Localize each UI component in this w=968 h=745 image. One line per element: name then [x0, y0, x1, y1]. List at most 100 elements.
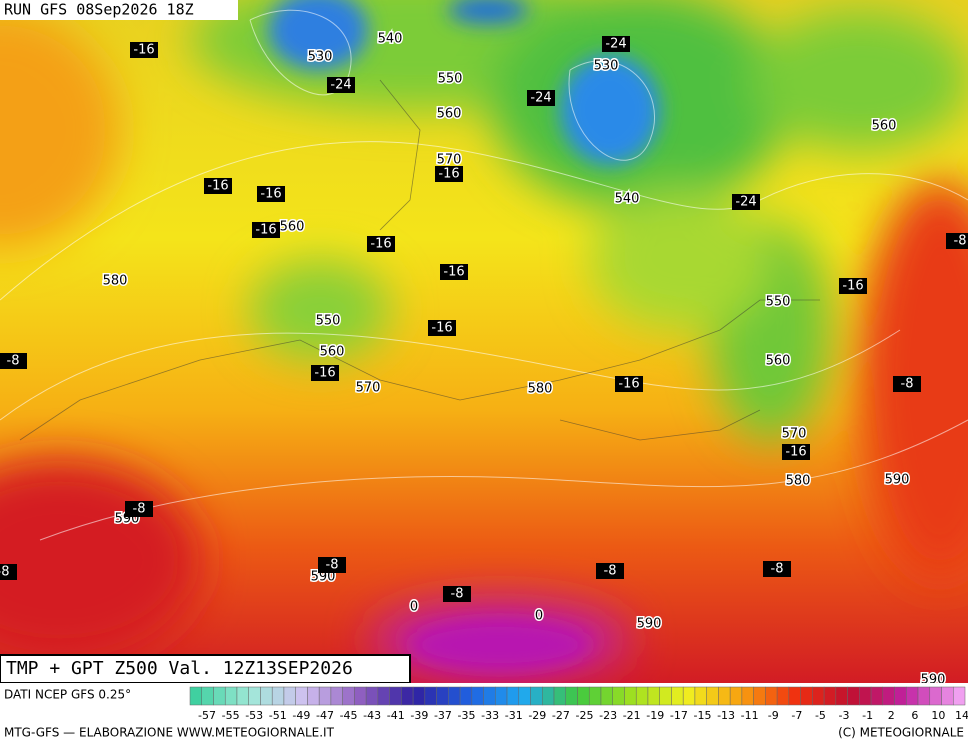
run-label: RUN GFS 08Sep2026 18Z	[4, 1, 194, 19]
scale-swatch	[459, 686, 473, 706]
geopotential-label: 560	[320, 345, 345, 360]
temperature-box	[443, 586, 471, 602]
scale-swatch	[436, 686, 449, 706]
geopotential-label: 570	[437, 153, 462, 168]
scale-swatch	[917, 686, 931, 706]
temperature-label: -8	[7, 354, 20, 369]
scale-label: 6	[911, 709, 918, 722]
temperature-box	[428, 320, 456, 336]
temperature-box	[602, 36, 630, 52]
scale-swatch	[882, 686, 895, 706]
geopotential-label: 550	[316, 314, 341, 329]
scale-swatch	[647, 686, 660, 706]
temperature-box	[732, 194, 760, 210]
geopotential-label: 580	[528, 382, 553, 397]
scale-swatch	[600, 686, 613, 706]
scale-swatch	[788, 686, 801, 706]
credit: MTG-GFS — ELABORAZIONE WWW.METEOGIORNALE…	[4, 726, 335, 740]
geopotential-label: 590	[637, 617, 662, 632]
temperature-box	[367, 236, 395, 252]
scale-swatch	[354, 686, 367, 706]
scale-label: -15	[693, 709, 711, 722]
temperature-box	[0, 564, 17, 580]
scale-label: -13	[717, 709, 735, 722]
scale-swatch	[248, 686, 261, 706]
geopotential-label: 570	[356, 381, 381, 396]
temperature-label: -16	[255, 223, 276, 238]
scale-swatch	[835, 686, 848, 706]
temperature-box	[893, 376, 921, 392]
geopotential-label: 560	[872, 119, 897, 134]
temperature-box	[763, 561, 791, 577]
geopotential-label: 560	[766, 354, 791, 369]
scale-swatch	[201, 686, 214, 706]
color-scale: -57 -55 -53 -51 -49 -47 -45 -43 -41 -39 -37 -35 -33-…	[189, 686, 968, 722]
scale-swatch	[483, 686, 496, 706]
scale-label: -27	[552, 709, 570, 722]
temperature-label: -8	[771, 562, 784, 577]
temperature-box	[839, 278, 867, 294]
temperature-box	[0, 353, 27, 369]
scale-swatch	[741, 686, 754, 706]
map-title: TMP + GPT Z500 Val. 12Z13SEP2026	[6, 658, 353, 679]
scale-swatch	[530, 686, 543, 706]
scale-swatch	[318, 686, 332, 706]
scale-swatch	[588, 686, 602, 706]
scale-label: -53	[245, 709, 263, 722]
scale-label: -37	[434, 709, 452, 722]
temperature-box	[615, 376, 643, 392]
temperature-box	[596, 563, 624, 579]
temperature-box	[440, 264, 468, 280]
scale-swatch	[859, 686, 872, 706]
scale-label: -1	[862, 709, 873, 722]
temperature-label: -8	[451, 587, 464, 602]
scale-label: -25	[576, 709, 594, 722]
scale-swatch	[401, 686, 414, 706]
scale-swatch	[295, 686, 308, 706]
temperature-label: -24	[605, 37, 626, 52]
copyright: (C) METEOGIORNALE	[838, 726, 964, 740]
scale-label: -33	[481, 709, 499, 722]
geopotential-label: 0	[535, 609, 543, 624]
scale-swatch	[553, 686, 567, 706]
geopotential-label: 590	[885, 473, 910, 488]
scale-swatch	[941, 686, 954, 706]
scale-swatch	[694, 686, 707, 706]
run-box	[0, 0, 238, 20]
scale-swatch	[906, 686, 919, 706]
geopotential-label: 580	[786, 474, 811, 489]
geopotential-label: 570	[782, 427, 807, 442]
temperature-box	[527, 90, 555, 106]
temperature-label: -8	[133, 502, 146, 517]
temperature-box	[204, 178, 232, 194]
geopotential-label: 560	[437, 107, 462, 122]
temperature-label: -16	[431, 321, 452, 336]
scale-swatch	[776, 686, 790, 706]
scale-swatch	[812, 686, 825, 706]
scale-label: -49	[292, 709, 310, 722]
temperature-box	[130, 42, 158, 58]
temperature-box	[435, 166, 463, 182]
scale-swatch	[471, 686, 484, 706]
scale-label: 2	[888, 709, 895, 722]
temperature-label: -16	[207, 179, 228, 194]
temperature-label: -8	[0, 565, 9, 580]
geopotential-label: 560	[280, 220, 305, 235]
scale-label: -9	[768, 709, 779, 722]
temperature-box	[318, 557, 346, 573]
geopotential-label: 530	[594, 59, 619, 74]
scale-label: -43	[363, 709, 381, 722]
geopotential-label: 540	[378, 32, 403, 47]
scale-swatch	[612, 686, 625, 706]
scale-label: -57	[198, 709, 216, 722]
temperature-label: -8	[954, 234, 967, 249]
scale-swatch	[894, 686, 907, 706]
temperature-box	[327, 77, 355, 93]
temperature-label: -16	[842, 279, 863, 294]
temperature-box	[782, 444, 810, 460]
temperature-label: -16	[260, 187, 281, 202]
scale-swatch	[342, 686, 355, 706]
scale-swatch	[635, 686, 649, 706]
scale-swatch	[753, 686, 766, 706]
scale-swatch	[624, 686, 637, 706]
